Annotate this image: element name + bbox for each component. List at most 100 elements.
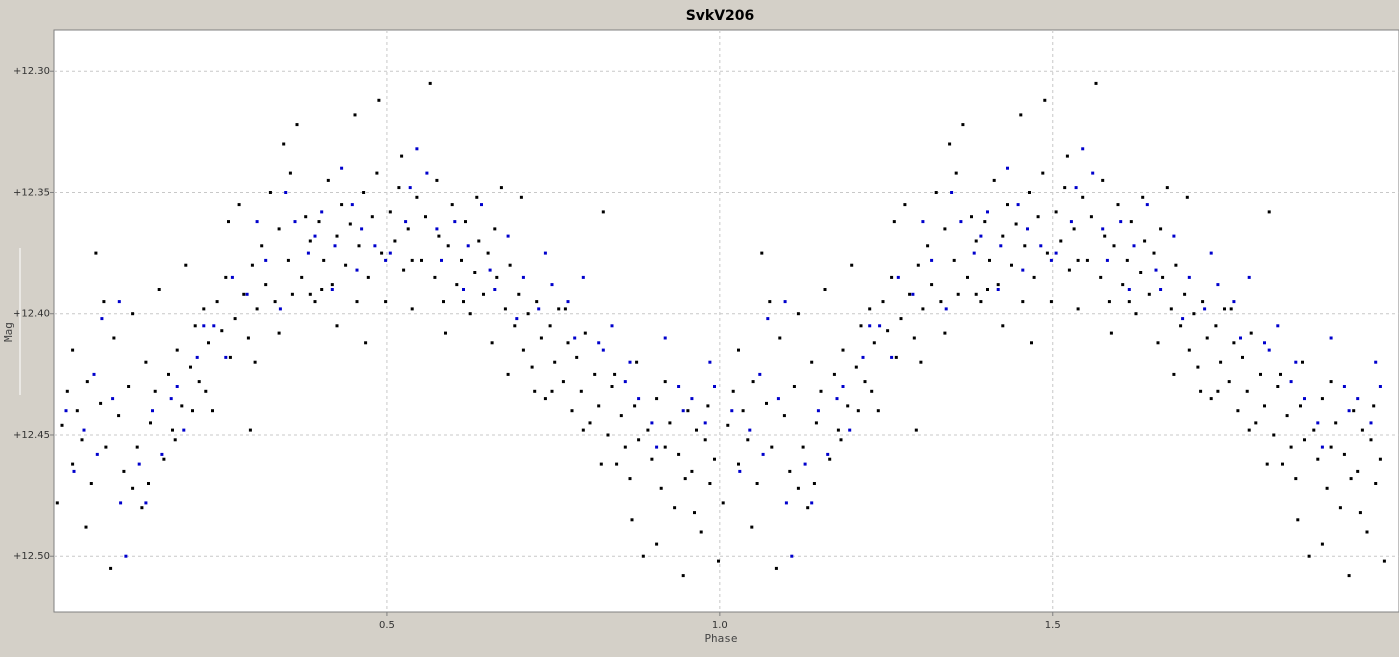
data-point xyxy=(64,409,68,413)
data-point xyxy=(1059,239,1063,243)
data-point xyxy=(870,389,874,393)
data-point xyxy=(1054,251,1058,255)
data-point xyxy=(561,380,565,384)
data-point xyxy=(55,501,59,505)
data-point xyxy=(848,428,852,432)
data-point xyxy=(1045,251,1049,255)
data-point xyxy=(765,401,768,405)
data-point xyxy=(919,360,923,364)
data-point xyxy=(482,292,485,296)
data-point xyxy=(952,258,956,262)
data-point xyxy=(284,191,288,194)
data-point xyxy=(1132,244,1136,248)
data-point xyxy=(157,288,161,291)
data-point xyxy=(493,288,497,291)
data-point xyxy=(428,81,432,85)
data-point xyxy=(1021,300,1025,304)
data-point xyxy=(184,263,188,267)
data-point xyxy=(393,239,397,243)
data-point xyxy=(986,210,989,214)
data-point xyxy=(768,300,772,304)
data-point xyxy=(583,331,587,335)
data-point xyxy=(934,191,938,194)
data-point xyxy=(160,452,164,456)
data-point xyxy=(730,409,734,413)
data-point xyxy=(655,542,659,546)
data-point xyxy=(641,554,645,558)
data-point xyxy=(335,234,339,238)
data-point xyxy=(1216,283,1220,287)
data-point xyxy=(810,360,814,364)
data-point xyxy=(92,372,96,376)
data-point xyxy=(1099,275,1103,279)
data-point xyxy=(683,477,687,481)
data-point xyxy=(713,457,716,461)
data-point xyxy=(850,263,854,267)
data-point xyxy=(1294,477,1298,481)
data-point xyxy=(1030,341,1033,345)
data-point xyxy=(663,380,667,384)
data-point xyxy=(575,355,579,359)
data-point xyxy=(1338,506,1342,510)
data-point xyxy=(1043,98,1047,102)
data-point xyxy=(921,220,925,224)
data-point xyxy=(1347,574,1351,578)
data-point xyxy=(1303,438,1306,442)
data-point xyxy=(1229,307,1233,311)
data-point xyxy=(588,421,592,425)
data-point xyxy=(1101,227,1105,231)
data-point xyxy=(579,389,583,393)
data-point xyxy=(282,142,286,146)
data-point xyxy=(1316,457,1320,461)
data-point xyxy=(293,220,297,224)
data-point xyxy=(778,336,782,340)
data-point xyxy=(317,220,321,224)
data-point xyxy=(1320,542,1324,546)
data-point xyxy=(95,452,99,456)
data-point xyxy=(424,215,427,219)
data-point xyxy=(535,300,539,304)
data-point xyxy=(819,389,823,393)
data-point xyxy=(455,283,459,287)
data-point xyxy=(570,409,574,413)
data-point xyxy=(260,244,264,248)
data-point xyxy=(444,331,447,335)
data-point xyxy=(950,191,954,194)
data-point xyxy=(782,414,786,418)
data-point xyxy=(930,258,934,262)
data-point xyxy=(495,275,499,279)
data-point xyxy=(1109,331,1113,335)
data-point xyxy=(388,210,392,214)
data-point xyxy=(1352,409,1356,413)
data-point xyxy=(308,239,312,243)
data-point xyxy=(1036,215,1040,219)
data-point xyxy=(237,203,241,207)
data-point xyxy=(437,234,441,238)
data-point xyxy=(890,355,894,359)
data-point xyxy=(211,409,214,413)
data-point xyxy=(248,428,252,432)
data-point xyxy=(1187,275,1191,279)
data-point xyxy=(1103,234,1107,238)
data-point xyxy=(233,317,237,321)
data-point xyxy=(686,409,690,413)
data-point xyxy=(790,554,794,558)
data-point xyxy=(646,428,650,432)
data-point xyxy=(1119,220,1123,224)
data-point xyxy=(521,275,525,279)
data-point xyxy=(948,142,952,146)
data-point xyxy=(264,258,268,262)
data-point xyxy=(721,501,725,505)
data-point xyxy=(966,275,969,279)
data-point xyxy=(812,482,816,485)
data-point xyxy=(1152,251,1156,255)
data-point xyxy=(1325,486,1329,490)
data-point xyxy=(599,462,603,466)
y-tick-label: +12.40 xyxy=(13,309,50,320)
data-point xyxy=(563,307,567,311)
data-point xyxy=(717,559,720,563)
data-point xyxy=(286,258,290,262)
data-point xyxy=(894,355,898,359)
data-point xyxy=(212,324,216,328)
